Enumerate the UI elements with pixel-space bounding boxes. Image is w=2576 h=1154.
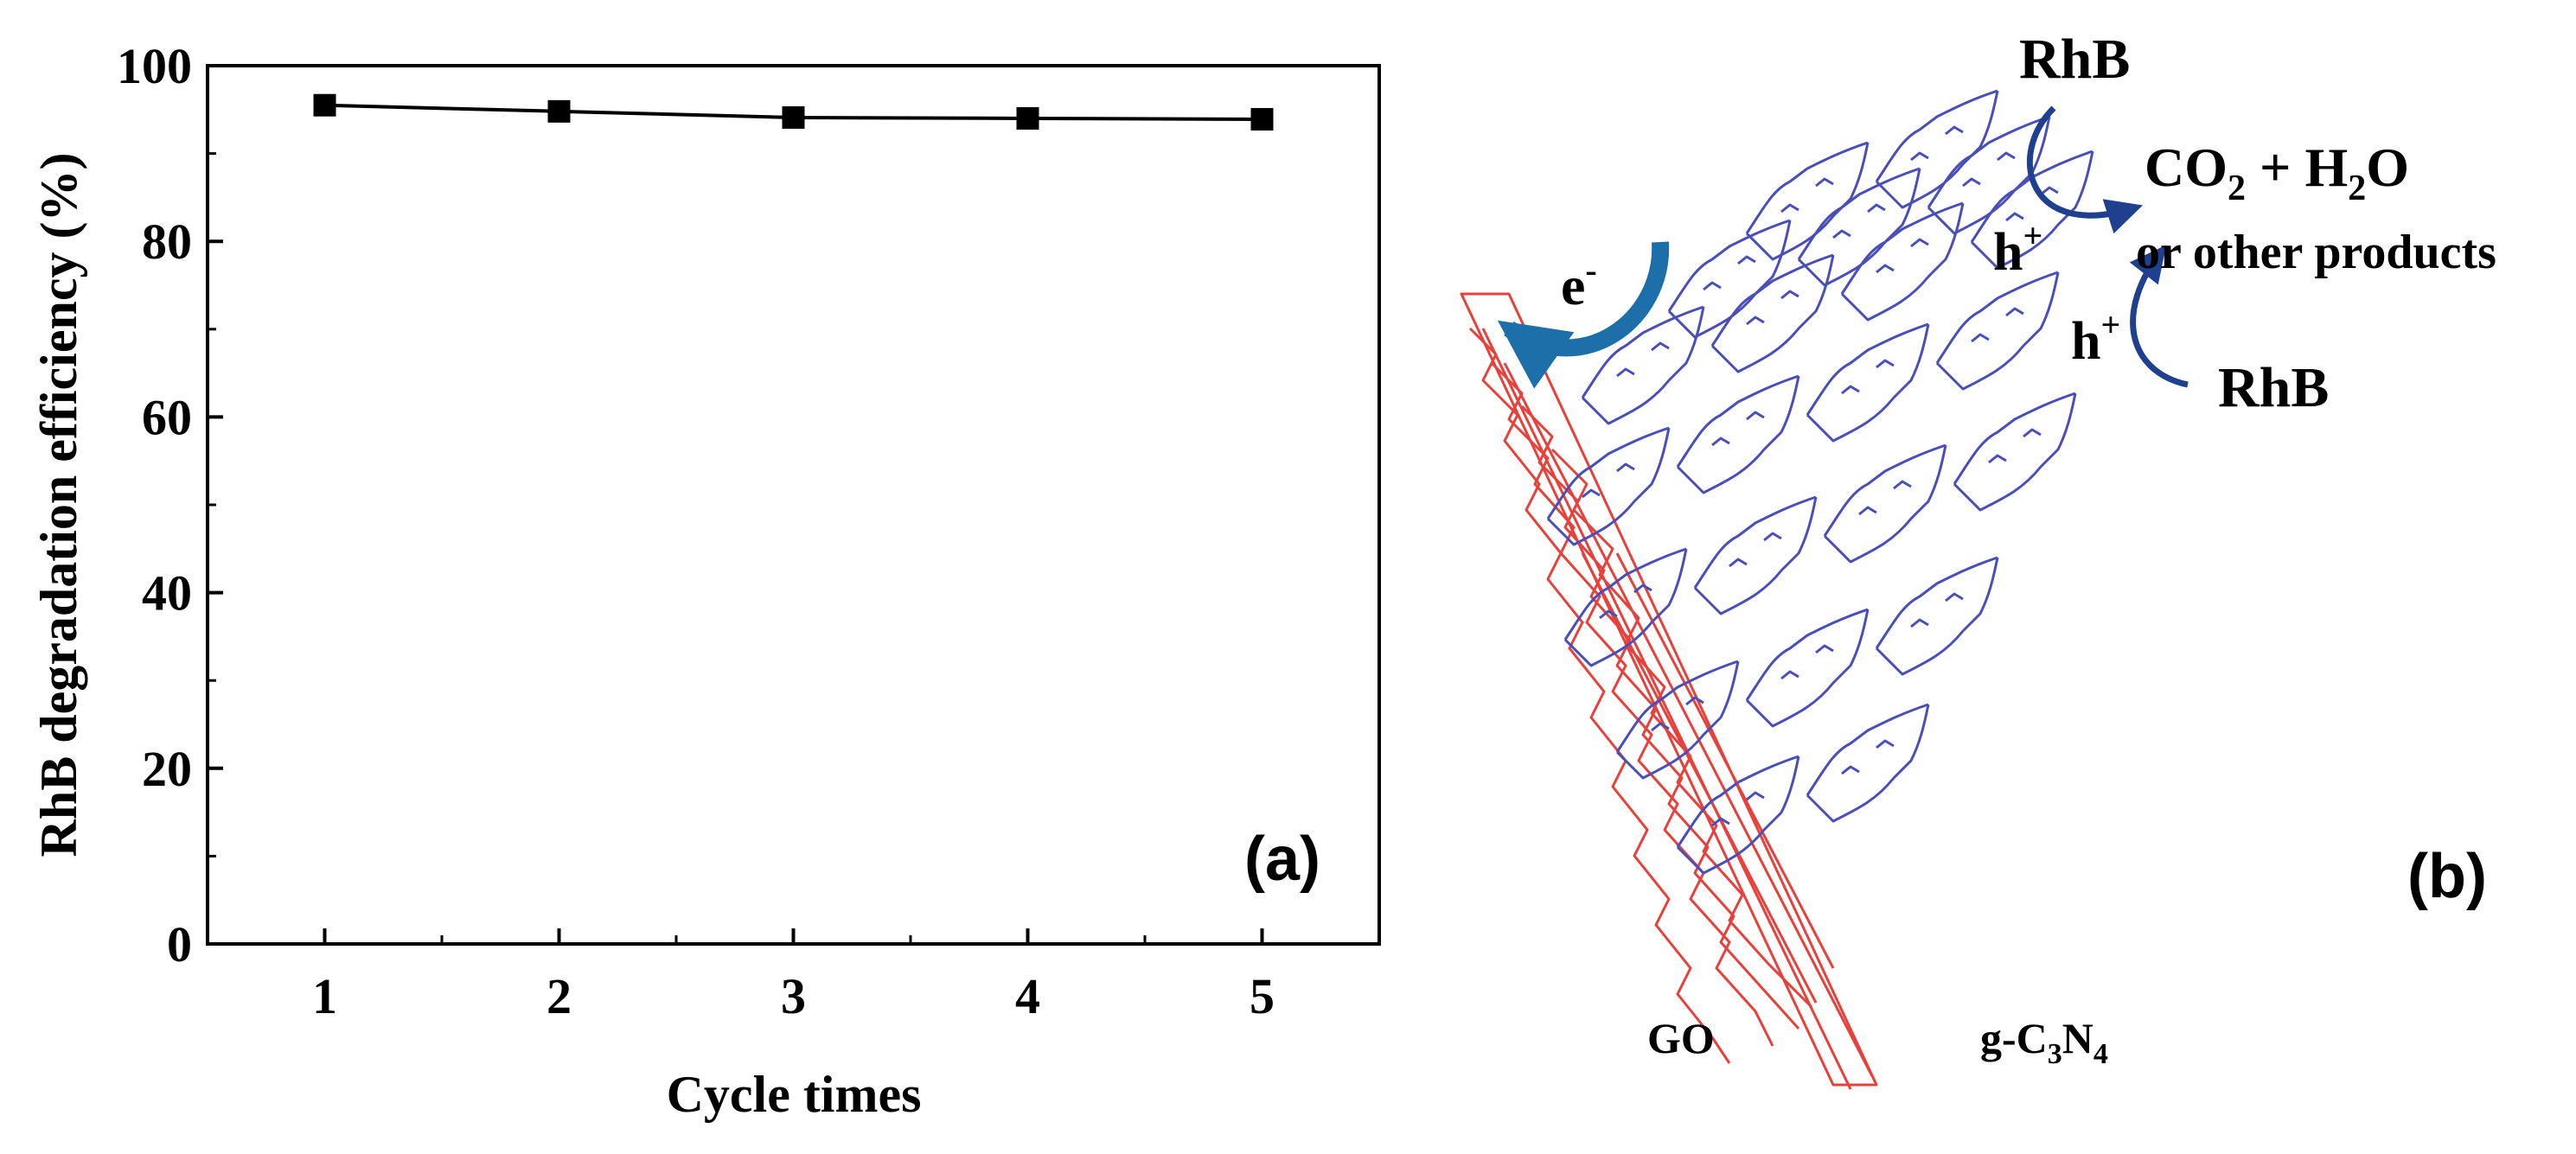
- y-tick-label: 60: [142, 389, 192, 445]
- x-tick-label: 4: [1015, 968, 1040, 1024]
- y-tick-label: 40: [142, 565, 192, 622]
- hole-label-top: h+: [1993, 216, 2042, 282]
- gcn-cell: [1745, 141, 1870, 261]
- go-sheet: [1460, 292, 1878, 1090]
- gcn-cell: [1806, 703, 1930, 823]
- gcn-cell: [1970, 150, 2094, 270]
- gcn-cell: [1563, 547, 1688, 667]
- x-tick-label: 1: [312, 968, 337, 1024]
- y-tick-label: 100: [117, 38, 192, 94]
- chart-panel-a: 0 20 40 60 80 100 1 2 3 4 5 RhB degradation effic…: [30, 38, 1381, 1123]
- y-axis-ticks: 0 20 40 60 80 100: [117, 38, 223, 972]
- panel-label-a: (a): [1244, 825, 1320, 894]
- electron-transfer-arrow: [1497, 241, 1670, 389]
- gcn-cell: [1806, 322, 1930, 443]
- rhb-label-top: RhB: [2019, 28, 2130, 91]
- y-tick-label: 0: [167, 916, 192, 972]
- x-tick-label: 3: [781, 968, 806, 1024]
- electron-label: e-: [1561, 251, 1597, 316]
- gcn-cell: [1840, 201, 1965, 322]
- gcn-cell: [1676, 374, 1800, 494]
- products-label: CO2 + H2O: [2145, 137, 2409, 208]
- data-point: [1016, 106, 1039, 130]
- y-axis-label: RhB degradation efficiency (%): [30, 153, 87, 858]
- gcn-cell: [1676, 755, 1800, 875]
- gcn-cell: [1693, 495, 1818, 615]
- gcn-label: g-C3N4: [1980, 1014, 2108, 1070]
- gcn-cell: [1615, 660, 1740, 780]
- gcn-cell: [1875, 89, 1999, 209]
- y-tick-label: 80: [142, 214, 192, 270]
- x-tick-label: 5: [1250, 968, 1275, 1024]
- plot-frame: [206, 64, 1381, 946]
- data-point: [313, 93, 336, 117]
- series-layer: [313, 93, 1274, 131]
- gcn-cell: [1875, 556, 1999, 676]
- rhb-label-right: RhB: [2218, 356, 2329, 419]
- data-point: [782, 105, 805, 129]
- schematic-panel-b: e- RhB CO2 + H2O or other products h+ h+…: [1460, 28, 2496, 1090]
- products-label-line2: or other products: [2136, 226, 2496, 279]
- gcn-cell: [1935, 271, 2060, 391]
- gcn-cell: [1953, 392, 2077, 512]
- panel-label-b: (b): [2407, 842, 2487, 911]
- hole-oxidation-arrow-top: [2026, 105, 2144, 234]
- gcn-cell: [1823, 443, 1947, 564]
- x-axis-ticks: 1 2 3 4 5: [312, 928, 1275, 1024]
- gcn-cell: [1710, 253, 1835, 373]
- go-label: GO: [1647, 1014, 1715, 1062]
- data-point: [547, 99, 571, 123]
- hole-label-bottom: h+: [2071, 305, 2120, 371]
- gcn-cell: [1546, 426, 1671, 546]
- gcn-cell: [1581, 305, 1705, 425]
- y-tick-label: 20: [142, 741, 192, 797]
- gcn-sheet: [1546, 89, 2094, 875]
- x-axis-label: Cycle times: [667, 1066, 922, 1123]
- data-point: [1250, 107, 1274, 131]
- gcn-cell: [1745, 608, 1870, 728]
- hole-oxidation-arrow-bottom: [2129, 245, 2189, 388]
- x-tick-label: 2: [547, 968, 572, 1024]
